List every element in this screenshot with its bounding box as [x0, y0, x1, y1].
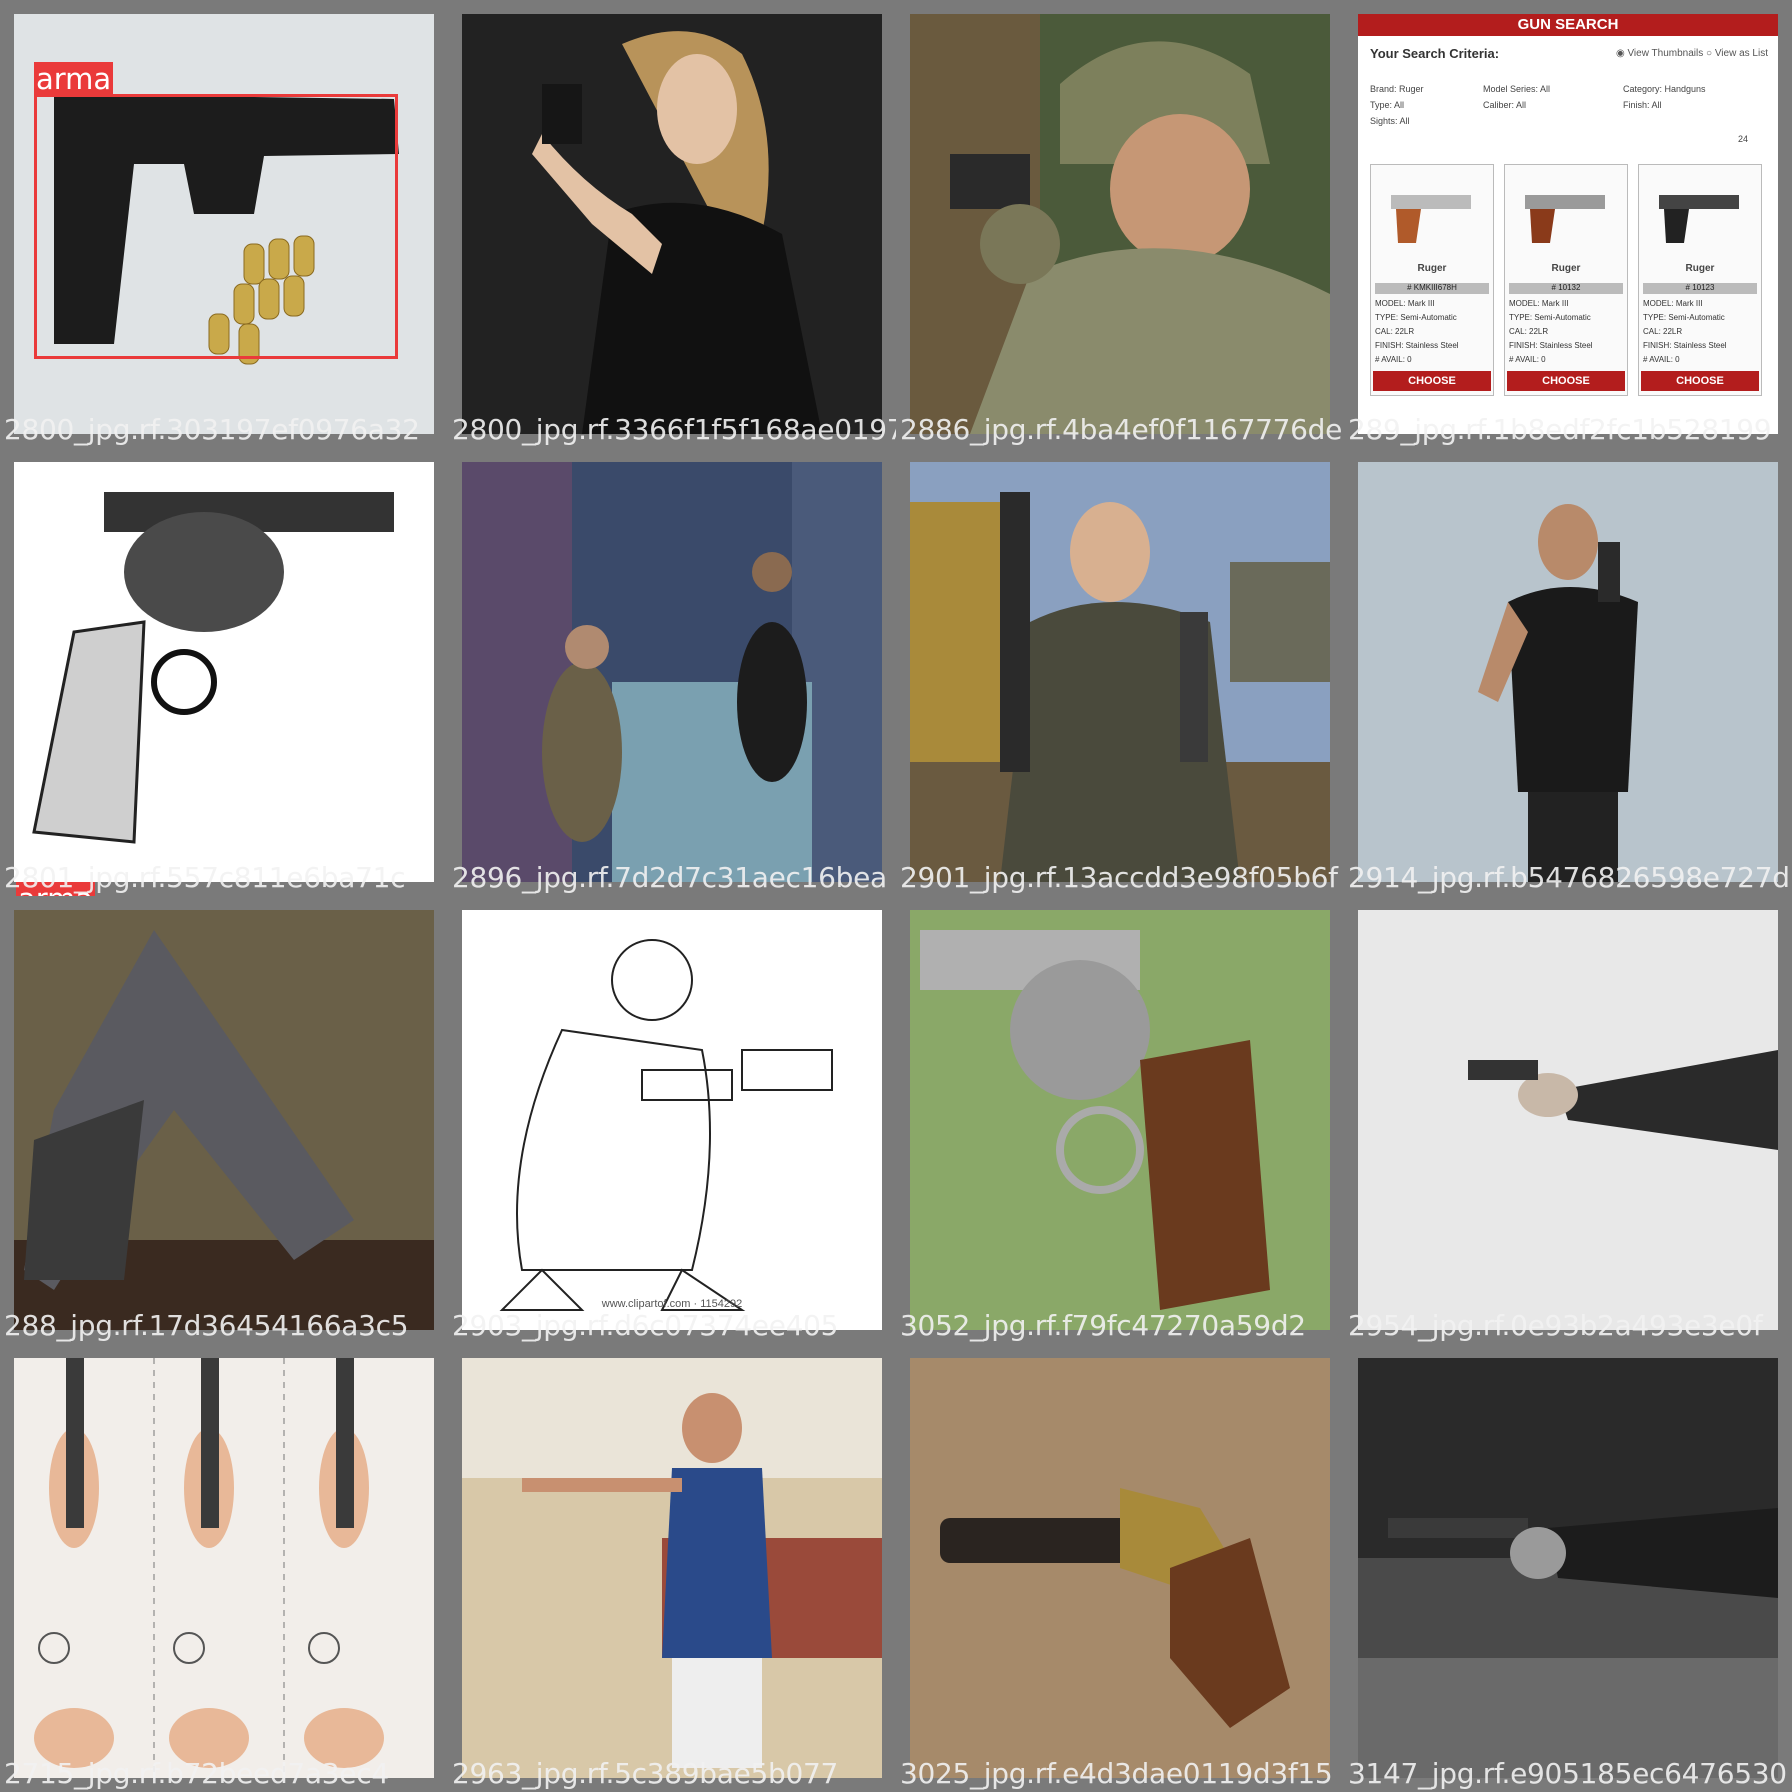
image-filename: 2715_jpg.rf.b72beed7a3ec4	[4, 1757, 389, 1790]
criteria-category: Category: Handguns	[1623, 84, 1706, 94]
girl-at-shooting-range-photo	[462, 1358, 882, 1778]
product-card-1: Ruger # KMKIII678H MODEL: Mark III TYPE:…	[1370, 164, 1494, 396]
engraved-revolver-on-green-photo	[910, 910, 1330, 1330]
image-tile-11: arma 3052_jpg.rf.f79fc47270a59d2	[896, 896, 1344, 1344]
image-filename: 2903_jpg.rf.d6c07374ee405	[452, 1309, 839, 1342]
image-filename: 3052_jpg.rf.f79fc47270a59d2	[900, 1309, 1306, 1342]
criteria-sights: Sights: All	[1370, 116, 1410, 126]
pistol-closeup-photo	[14, 910, 434, 1330]
image-tile-8: arma 2914_jpg.rf.b5476826598e727d	[1344, 448, 1792, 896]
antique-derringer-photo	[910, 1358, 1330, 1778]
engraved-revolver-photo	[14, 462, 434, 882]
image-tile-16: arma 3147_jpg.rf.e905185ec6476530	[1344, 1344, 1792, 1792]
image-filename: 2800_jpg.rf.303197ef0976a32	[4, 413, 420, 446]
image-filename: 3025_jpg.rf.e4d3dae0119d3f15	[900, 1757, 1333, 1790]
image-filename: 2800_jpg.rf.3366f1f5f168ae0197304	[452, 413, 896, 446]
glock-pistol-graphic	[54, 94, 399, 365]
image-filename: 2954_jpg.rf.0e93b2a493e3e0f	[1348, 1309, 1763, 1342]
clipart-caption: www.clipartof.com · 1154292	[601, 1298, 743, 1310]
image-filename: 3147_jpg.rf.e905185ec6476530	[1348, 1757, 1787, 1790]
per-page-select: 24	[1738, 134, 1749, 144]
image-tile-15: arma 3025_jpg.rf.e4d3dae0119d3f15	[896, 1344, 1344, 1792]
image-filename: 288_jpg.rf.17d36454166a3c5	[4, 1309, 409, 1342]
criteria-type: Type: All	[1370, 100, 1405, 110]
bounding-box	[34, 94, 398, 359]
image-tile-14: arma 2963_jpg.rf.5c389bae5b077	[448, 1344, 896, 1792]
choose-button: CHOOSE	[1507, 371, 1625, 391]
image-filename: 2896_jpg.rf.7d2d7c31aec16bea	[452, 861, 887, 894]
image-tile-13: arma arma arma 2715_jpg.rf.b72beed7a3ec4	[0, 1344, 448, 1792]
view-options: ◉ View Thumbnails ○ View as List	[1615, 48, 1768, 59]
pistol-grip-illustration-photo	[14, 1358, 434, 1778]
soldier-with-pistol-photo	[910, 14, 1330, 434]
image-filename: 2963_jpg.rf.5c389bae5b077	[452, 1757, 839, 1790]
product-card-3: Ruger # 10123 MODEL: Mark III TYPE: Semi…	[1638, 164, 1762, 396]
image-filename: 2914_jpg.rf.b5476826598e727d	[1348, 861, 1790, 894]
gun-search-webpage-photo: GUN SEARCH Your Search Criteria: ◉ View …	[1358, 14, 1778, 434]
image-tile-6: arma 2896_jpg.rf.7d2d7c31aec16bea	[448, 448, 896, 896]
cartoon-man-pointing-gun-photo: www.clipartof.com · 1154292	[462, 910, 882, 1330]
image-filename: 289_jpg.rf.1b8edf2fc1b528199	[1348, 413, 1772, 446]
gun-search-header: GUN SEARCH	[1358, 14, 1778, 36]
detection-label: arma	[16, 882, 96, 896]
woman-holding-pistol-photo	[462, 14, 882, 434]
man-with-two-revolvers-photo	[910, 462, 1330, 882]
arm-holding-luger-photo	[1358, 910, 1778, 1330]
image-tile-12: arma 2954_jpg.rf.0e93b2a493e3e0f	[1344, 896, 1792, 1344]
choose-button: CHOOSE	[1641, 371, 1759, 391]
product-card-2: Ruger # 10132 MODEL: Mark III TYPE: Semi…	[1504, 164, 1628, 396]
criteria-model-series: Model Series: All	[1483, 84, 1551, 94]
image-tile-3: arma 2886_jpg.rf.4ba4ef0f1167776de	[896, 0, 1344, 448]
image-tile-7: arma arma 2901_jpg.rf.13accdd3e98f05b6f	[896, 448, 1344, 896]
image-filename: 2886_jpg.rf.4ba4ef0f1167776de	[900, 413, 1343, 446]
search-criteria-title: Your Search Criteria:	[1370, 46, 1500, 61]
image-tile-9: arma 288_jpg.rf.17d36454166a3c5	[0, 896, 448, 1344]
store-security-camera-photo	[462, 462, 882, 882]
man-in-black-tshirt-photo	[1358, 462, 1778, 882]
arm-holding-revolver-bw-photo	[1358, 1358, 1778, 1778]
detection-label: arma	[34, 62, 114, 96]
image-tile-1: arma 2800_jpg.rf.303197ef0976a32	[0, 0, 448, 448]
pistol-with-ammo-photo	[14, 14, 434, 434]
image-filename: 2801_jpg.rf.557c811e6ba71c	[4, 861, 406, 894]
criteria-brand: Brand: Ruger	[1370, 84, 1424, 94]
image-tile-5: arma 2801_jpg.rf.557c811e6ba71c	[0, 448, 448, 896]
choose-button: CHOOSE	[1373, 371, 1491, 391]
image-tile-2: arma 2800_jpg.rf.3366f1f5f168ae0197304	[448, 0, 896, 448]
criteria-caliber: Caliber: All	[1483, 100, 1527, 110]
image-filename: 2901_jpg.rf.13accdd3e98f05b6f	[900, 861, 1338, 894]
image-tile-4: GUN SEARCH Your Search Criteria: ◉ View …	[1344, 0, 1792, 448]
criteria-finish: Finish: All	[1623, 100, 1662, 110]
image-tile-10: www.clipartof.com · 1154292 arma 2903_jp…	[448, 896, 896, 1344]
